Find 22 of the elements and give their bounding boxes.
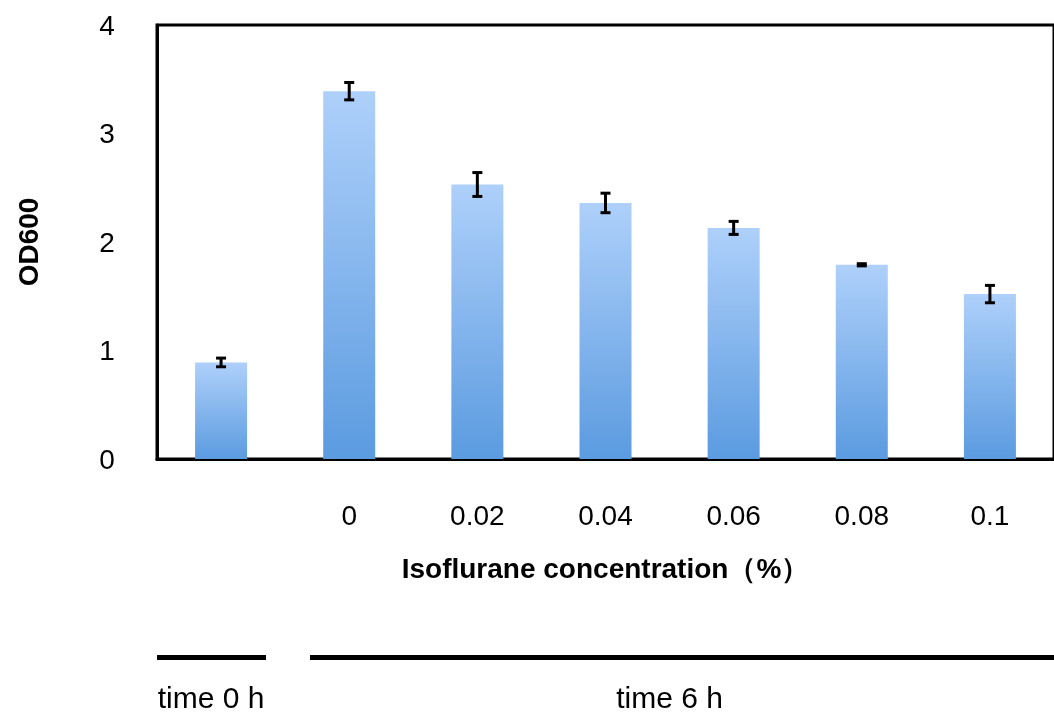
- x-tick-label: 0.02: [450, 499, 505, 531]
- bar: [451, 184, 504, 459]
- y-tick-label: 1: [99, 335, 115, 366]
- bar: [707, 227, 760, 459]
- y-tick-label: 0: [99, 443, 115, 475]
- x-tick-label: 0.08: [834, 499, 890, 531]
- x-axis-title: Isoflurane concentration（%）: [401, 552, 810, 584]
- bar: [835, 264, 888, 459]
- bar: [579, 202, 632, 459]
- text: time 6 h: [616, 680, 723, 714]
- y-axis-title: OD600: [12, 197, 44, 287]
- x-tick-label: 0.04: [578, 499, 633, 531]
- y-tick-label: 3: [99, 118, 115, 149]
- x-tick-label: 0: [341, 499, 357, 531]
- x-tick-label: 0.06: [706, 499, 761, 531]
- y-tick-label: 2: [99, 226, 115, 258]
- text: time 0 h: [157, 680, 265, 714]
- bar: [323, 91, 376, 459]
- bar: [195, 362, 248, 459]
- bar: [963, 294, 1016, 459]
- y-tick-label: 4: [99, 9, 115, 41]
- x-tick-label: 0.1: [970, 499, 1010, 531]
